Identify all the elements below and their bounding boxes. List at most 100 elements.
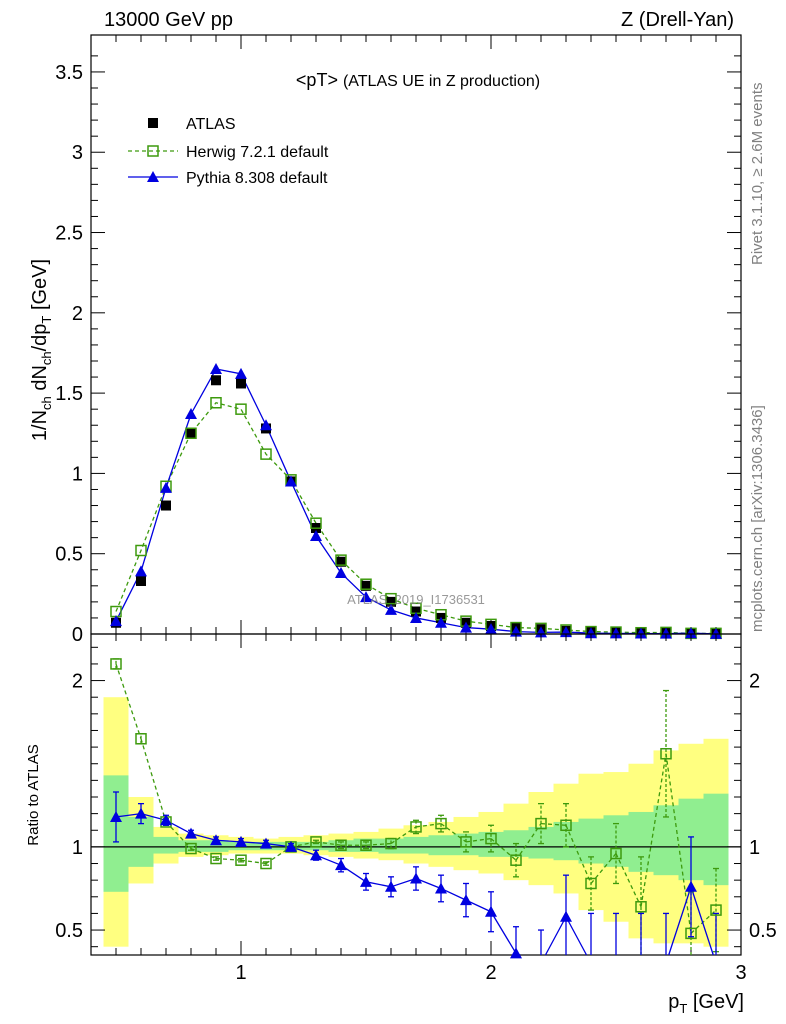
ratio-pythia-segment xyxy=(490,911,517,954)
legend-atlas-label: ATLAS xyxy=(186,116,236,133)
ratio-ytick-label-right: 1 xyxy=(749,837,760,859)
ratio-pythia-point xyxy=(260,837,272,849)
atlas-point xyxy=(411,606,421,617)
atlas-point xyxy=(161,500,171,511)
pythia-point xyxy=(585,627,597,639)
herwig-point xyxy=(385,592,397,605)
ratio-herwig-point xyxy=(610,847,622,860)
ratio-ytick-label: 2 xyxy=(72,671,83,693)
ratio-xlabel: pT [GeV] xyxy=(668,991,744,1016)
pythia-point xyxy=(235,367,247,379)
ratio-herwig-segment xyxy=(490,838,517,861)
ratio-herwig-point xyxy=(435,817,447,830)
pythia-point xyxy=(310,530,322,542)
ratio-herwig-point xyxy=(110,658,122,670)
legend-pythia-marker xyxy=(147,171,159,182)
ratio-pythia-point xyxy=(235,835,247,847)
ratio-pythia-segment xyxy=(290,846,317,856)
ratio-pythia-segment xyxy=(544,916,567,956)
ratio-xtick-label: 2 xyxy=(485,962,496,984)
main-series-layer xyxy=(110,363,722,640)
legend-herwig-marker xyxy=(147,145,159,157)
main-ytick-label: 3 xyxy=(72,142,83,164)
ratio-ytick-label-right: 2 xyxy=(749,671,760,693)
ratio-herwig-point xyxy=(310,836,322,848)
ratio-herwig-segment xyxy=(240,859,267,865)
ratio-herwig-segment xyxy=(315,841,342,846)
ratio-pythia-segment xyxy=(265,842,292,848)
ratio-pythia-segment xyxy=(240,841,267,845)
watermark: ATLAS_2019_I1736531 xyxy=(347,592,485,607)
ratio-pythia-segment xyxy=(115,812,142,818)
ratio-pythia-segment xyxy=(215,839,242,843)
ratio-ylabel: Ratio to ATLAS xyxy=(25,744,42,845)
ratio-herwig-segment xyxy=(440,823,467,843)
pythia-point xyxy=(135,565,147,577)
ratio-pythia-point xyxy=(560,910,572,922)
ratio-herwig-point xyxy=(210,852,222,865)
band-inner-bin xyxy=(578,818,604,864)
ratio-pythia-point xyxy=(510,947,522,959)
ratio-pythia-segment xyxy=(390,877,417,888)
herwig-point xyxy=(135,544,147,557)
herwig-point xyxy=(235,403,247,415)
rivet-label: Rivet 3.1.10, ≥ 2.6M events xyxy=(749,83,766,266)
ratio-pythia-point xyxy=(460,894,472,906)
ratio-herwig-point xyxy=(535,817,547,830)
herwig-point xyxy=(360,578,372,590)
ratio-herwig-point xyxy=(485,832,497,845)
ratio-herwig-segment xyxy=(415,822,442,828)
atlas-point xyxy=(211,375,221,386)
band-inner-bin xyxy=(428,835,454,856)
ratio-herwig-point xyxy=(710,904,722,916)
ratio-pythia-point xyxy=(135,807,147,819)
ratio-herwig-point xyxy=(585,877,597,890)
main-ytick-label: 2 xyxy=(72,303,83,325)
ratio-herwig-segment xyxy=(290,841,317,848)
ratio-pythia-point xyxy=(435,882,447,894)
ratio-pythia-point xyxy=(360,875,372,887)
ratio-pythia-point xyxy=(310,849,322,861)
band-inner-bin xyxy=(628,811,654,872)
ratio-pythia-point xyxy=(210,834,222,846)
pythia-point xyxy=(210,363,222,375)
main-ylabel: 1/Nch dNch/dpT [GeV] xyxy=(29,259,54,441)
ratio-herwig-segment xyxy=(190,847,217,860)
legend: ATLAS Herwig 7.2.1 default Pythia 8.308 … xyxy=(128,116,329,187)
ratio-ytick-label: 0.5 xyxy=(55,920,83,942)
ratio-pythia-point xyxy=(285,840,297,852)
band-inner-bin xyxy=(128,816,154,867)
header-right: Z (Drell-Yan) xyxy=(621,9,734,31)
band-inner-bin xyxy=(303,841,329,851)
band-inner-bin xyxy=(403,836,429,854)
pythia-point xyxy=(535,626,547,638)
ratio-herwig-segment xyxy=(140,738,167,823)
ratio-herwig-segment xyxy=(115,663,142,739)
ratio-herwig-point xyxy=(260,857,272,870)
ratio-herwig-segment xyxy=(465,837,492,843)
pythia-point xyxy=(335,566,347,578)
ratio-pythia-point xyxy=(110,810,122,822)
ratio-herwig-point xyxy=(385,837,397,850)
ratio-pythia-point xyxy=(410,872,422,884)
atlas-point xyxy=(136,576,146,587)
ratio-herwig-segment xyxy=(615,853,642,908)
ratio-herwig-point xyxy=(235,854,247,866)
ratio-herwig-segment xyxy=(640,753,667,907)
ratio-ytick-label-right: 0.5 xyxy=(749,920,777,942)
ratio-pythia-segment xyxy=(565,916,588,956)
ratio-herwig-point xyxy=(335,839,347,851)
pythia-point xyxy=(285,475,297,487)
atlas-point xyxy=(336,556,346,567)
ratio-pythia-segment xyxy=(668,886,692,956)
legend-atlas-marker xyxy=(148,118,158,128)
ratio-pythia-point xyxy=(185,827,197,839)
ratio-xtick-label: 1 xyxy=(235,962,246,984)
pythia-point xyxy=(685,627,697,639)
mcplots-label: mcplots.cern.ch [arXiv:1306.3436] xyxy=(749,405,766,632)
ratio-herwig-segment xyxy=(390,826,417,845)
main-ytick-label: 1.5 xyxy=(55,383,83,405)
ratio-herwig-point xyxy=(460,836,472,848)
ratio-pythia-point xyxy=(685,880,697,892)
